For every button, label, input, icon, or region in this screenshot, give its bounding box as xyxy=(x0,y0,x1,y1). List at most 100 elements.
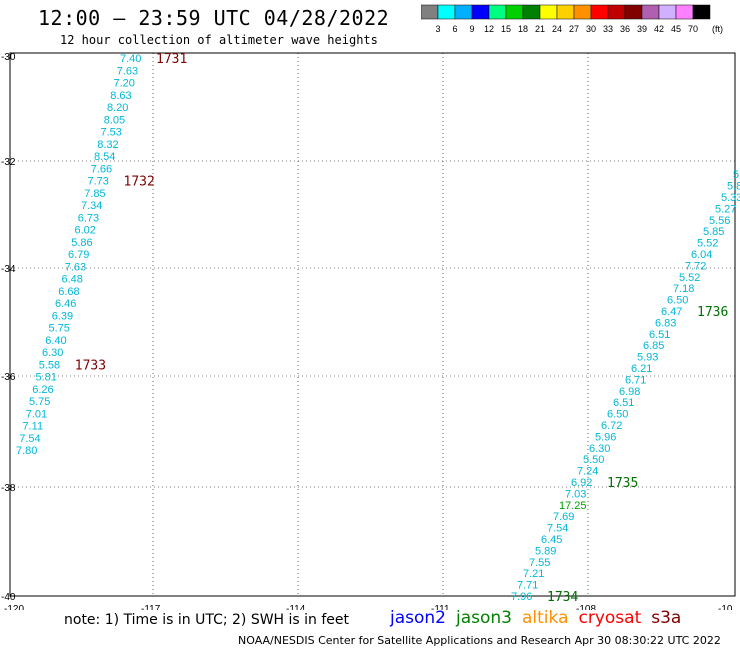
wave-height-label: 5.7 xyxy=(733,169,740,181)
pass-time-label: 1731 xyxy=(156,52,187,67)
pass-time-label: 1733 xyxy=(75,358,106,373)
wave-height-label: 6.98 xyxy=(619,386,640,398)
wave-height-label: 5.50 xyxy=(583,454,604,466)
wave-height-label: 6.45 xyxy=(541,534,562,546)
latitude-label: -34 xyxy=(1,264,16,275)
wave-height-label: 6.04 xyxy=(691,249,712,261)
wave-height-label: 5.86 xyxy=(71,237,92,249)
wave-height-label: 7.80 xyxy=(16,445,37,457)
wave-height-label: 6.48 xyxy=(62,274,83,286)
latitude-label: -36 xyxy=(1,372,16,383)
wave-height-label: 6.51 xyxy=(613,397,634,409)
legend-item-altika: altika xyxy=(522,608,569,628)
wave-height-label: 5.52 xyxy=(679,272,700,284)
wave-height-label: 7.34 xyxy=(81,200,102,212)
colorbar-tick: 33 xyxy=(603,24,613,34)
wave-height-label: 6.46 xyxy=(55,298,76,310)
map-frame xyxy=(9,52,736,597)
wave-height-label: 7.54 xyxy=(547,523,568,535)
wave-height-label: 5.52 xyxy=(697,238,718,250)
wave-height-label: 6.39 xyxy=(52,310,73,322)
colorbar-tick: 21 xyxy=(535,24,545,34)
wave-height-label: 6.83 xyxy=(655,317,676,329)
colorbar-tick: 42 xyxy=(654,24,664,34)
wave-height-label: 6.21 xyxy=(631,363,652,375)
wave-height-label: 6.51 xyxy=(649,329,670,341)
wave-height-label: 7.01 xyxy=(26,408,47,420)
wave-height-label: 5.8 xyxy=(727,181,740,193)
wave-height-label: 7.40 xyxy=(120,53,141,65)
colorbar-tick: 9 xyxy=(469,24,474,34)
colorbar-unit: (ft) xyxy=(712,24,723,34)
legend-item-jason3: jason3 xyxy=(456,608,512,628)
map-subtitle: 12 hour collection of altimeter wave hei… xyxy=(60,33,378,47)
legend-item-jason2: jason2 xyxy=(390,608,446,628)
satellite-legend: jason2 jason3 altika cryosat s3a xyxy=(390,608,691,628)
longitude-label: -120 xyxy=(4,604,24,610)
wave-height-label: 5.85 xyxy=(703,226,724,238)
wave-height-label: 5.33 xyxy=(721,192,740,204)
wave-height-label: 7.96 xyxy=(511,591,532,603)
wave-height-label: 7.85 xyxy=(84,188,105,200)
wave-height-label: 6.72 xyxy=(601,420,622,432)
pass-time-label: 1736 xyxy=(697,305,728,320)
colorbar-tick: 70 xyxy=(688,24,698,34)
latitude-label: -38 xyxy=(1,483,16,494)
pass-time-label: 1732 xyxy=(124,175,155,190)
wave-height-label: 8.20 xyxy=(107,102,128,114)
wave-height-label: 5.58 xyxy=(39,359,60,371)
wave-height-label: 7.54 xyxy=(19,433,40,445)
wave-height-label: 7.71 xyxy=(517,580,538,592)
wave-height-label: 6.79 xyxy=(68,249,89,261)
wave-height-label: 6.26 xyxy=(32,384,53,396)
latitude-label: -30 xyxy=(1,52,16,63)
wave-height-label: 7.24 xyxy=(577,466,598,478)
colorbar-tick: 15 xyxy=(501,24,511,34)
units-note: note: 1) Time is in UTC; 2) SWH is in fe… xyxy=(64,612,350,628)
legend-item-s3a: s3a xyxy=(651,608,682,628)
wave-height-label: 5.56 xyxy=(709,215,730,227)
wave-height-label: 5.75 xyxy=(49,323,70,335)
wave-height-label: 6.92 xyxy=(571,477,592,489)
colorbar-tick: 3 xyxy=(435,24,440,34)
wave-height-label: 6.02 xyxy=(75,225,96,237)
wave-height-label: 5.27 xyxy=(715,203,736,215)
latitude-label: -32 xyxy=(1,157,16,168)
wave-height-label: 17.25 xyxy=(559,500,587,512)
wave-height-label: 5.81 xyxy=(36,372,57,384)
wave-height-label: 7.03 xyxy=(565,488,586,500)
wave-height-label: 6.50 xyxy=(607,409,628,421)
wave-height-label: 7.18 xyxy=(673,283,694,295)
wave-height-label: 6.73 xyxy=(78,212,99,224)
wave-height-label: 8.32 xyxy=(97,139,118,151)
wave-height-label: 7.63 xyxy=(65,261,86,273)
pass-time-label: 1735 xyxy=(607,476,638,491)
wave-height-label: 5.96 xyxy=(595,431,616,443)
colorbar-tick: 12 xyxy=(484,24,494,34)
wave-height-label: 6.47 xyxy=(661,306,682,318)
wave-height-colorbar: 3 6 9 12 15 18 21 24 27 30 33 36 39 42 45 70 (ft) xyxy=(421,4,723,34)
legend-item-cryosat: cryosat xyxy=(578,608,642,628)
colorbar-tick: 24 xyxy=(552,24,562,34)
longitude-label: -117 xyxy=(141,604,161,610)
colorbar-tick: 36 xyxy=(620,24,630,34)
wave-height-label: 6.30 xyxy=(42,347,63,359)
colorbar-tick: 30 xyxy=(586,24,596,34)
longitude-label: -10 xyxy=(718,604,733,610)
credit-line: NOAA/NESDIS Center for Satellite Applica… xyxy=(238,634,721,647)
wave-height-label: 7.20 xyxy=(114,78,135,90)
colorbar-tick: 6 xyxy=(452,24,457,34)
wave-height-label: 5.89 xyxy=(535,545,556,557)
colorbar-tick: 27 xyxy=(569,24,579,34)
wave-height-label: 7.11 xyxy=(23,421,44,433)
wave-height-label: 8.63 xyxy=(110,90,131,102)
wave-height-label: 5.75 xyxy=(29,396,50,408)
wave-height-label: 6.30 xyxy=(589,443,610,455)
wave-height-label: 5.93 xyxy=(637,352,658,364)
map-title: 12:00 — 23:59 UTC 04/28/2022 xyxy=(38,6,390,30)
longitude-label: -108 xyxy=(576,604,596,610)
wave-height-label: 7.55 xyxy=(529,557,550,569)
wave-height-label: 6.50 xyxy=(667,295,688,307)
wave-height-label: 8.54 xyxy=(94,151,115,163)
latitude-label: -40 xyxy=(1,592,16,603)
